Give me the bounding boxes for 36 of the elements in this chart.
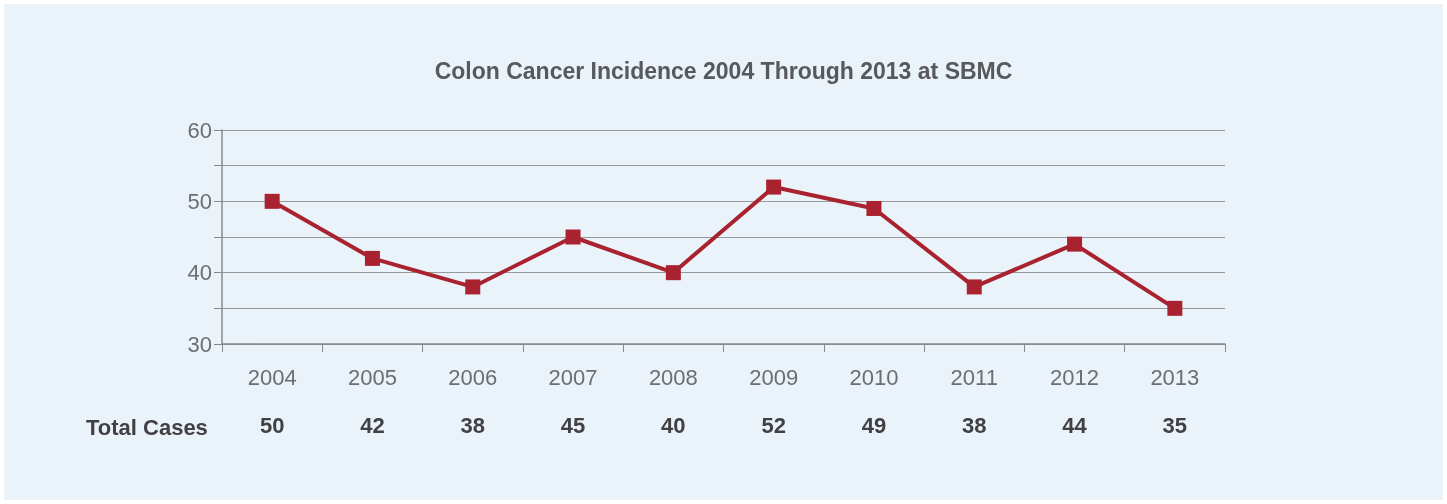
x-tick-label: 2007 <box>548 364 598 390</box>
x-tick-label: 2008 <box>648 364 698 390</box>
x-tick-label: 2004 <box>247 364 297 390</box>
data-label: 38 <box>962 412 987 438</box>
x-tick-label: 2005 <box>347 364 397 390</box>
data-label: 52 <box>761 412 786 438</box>
text: Total Cases <box>86 414 208 440</box>
point <box>364 250 380 266</box>
x-tick-label: 2010 <box>849 364 899 390</box>
point <box>465 279 481 295</box>
point <box>1067 236 1083 252</box>
point <box>866 200 882 216</box>
y-tick-label: 60 <box>187 117 212 143</box>
point <box>766 179 782 195</box>
x-tick-label: 2006 <box>448 364 498 390</box>
data-label: 44 <box>1062 412 1088 438</box>
point <box>966 279 982 295</box>
point <box>264 193 280 209</box>
point <box>665 265 681 281</box>
data-label: 45 <box>560 412 586 438</box>
x-tick-label: 2012 <box>1050 364 1100 390</box>
data-label: 40 <box>661 412 686 438</box>
chart-title: Colon Cancer Incidence 2004 Through 2013 at SBMC <box>434 57 1013 84</box>
point <box>565 229 581 245</box>
x-tick-label: 2013 <box>1150 364 1200 390</box>
y-tick-label: 40 <box>187 260 212 286</box>
data-label: 35 <box>1162 412 1188 438</box>
point <box>1167 300 1183 316</box>
data-label: 49 <box>861 412 887 438</box>
data-label: 38 <box>460 412 485 438</box>
y-tick-label: 30 <box>187 331 212 357</box>
x-tick-label: 2009 <box>749 364 799 390</box>
x-tick-label: 2011 <box>950 364 998 390</box>
data-label: 50 <box>259 412 285 438</box>
y-tick-label: 50 <box>187 188 212 214</box>
data-label: 42 <box>360 412 385 438</box>
